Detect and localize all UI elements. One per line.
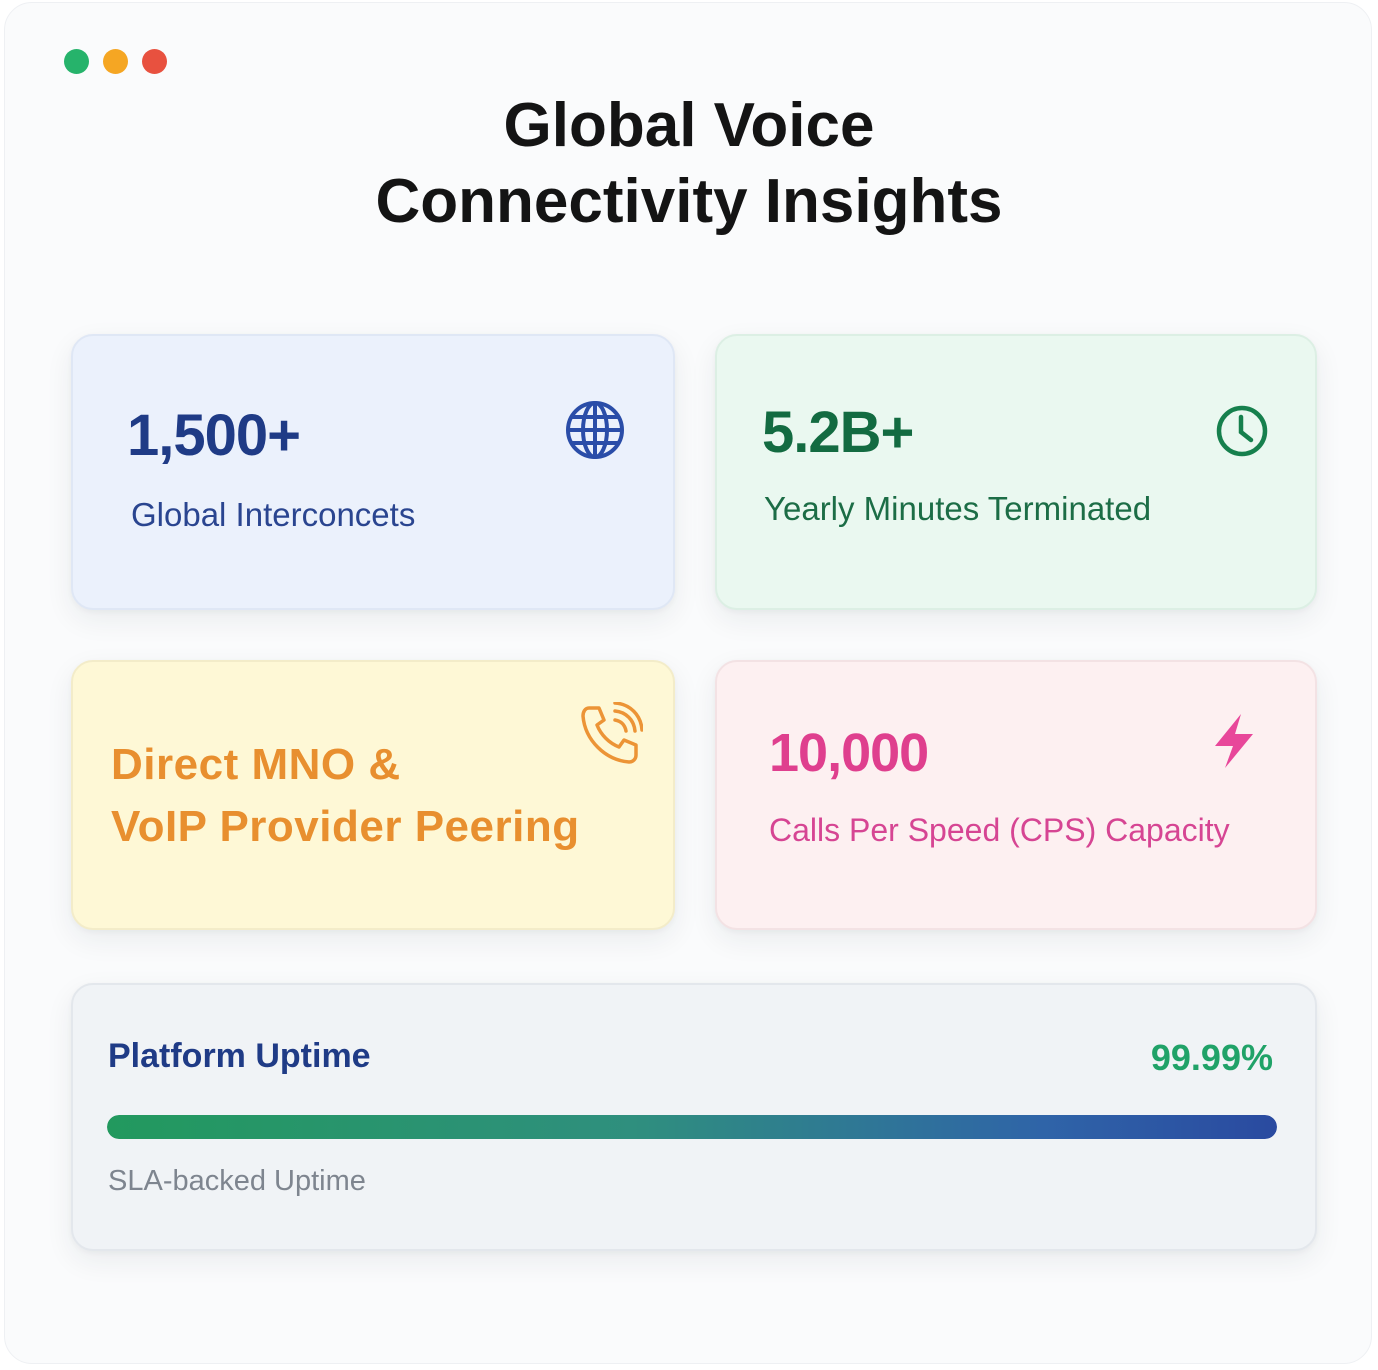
uptime-progress-fill — [107, 1115, 1277, 1139]
phone-ringing-icon — [581, 702, 643, 764]
uptime-title: Platform Uptime — [108, 1037, 371, 1075]
minutes-card: 5.2B+ Yearly Minutes Terminated — [715, 334, 1317, 610]
cps-label: Calls Per Speed (CPS) Capacity — [769, 812, 1230, 848]
page-title: Global Voice Connectivity Insights — [0, 88, 1378, 240]
interconnects-label: Global Interconcets — [131, 496, 416, 533]
clock-icon — [1216, 405, 1268, 457]
close-button[interactable] — [142, 49, 167, 74]
minimize-button[interactable] — [103, 49, 128, 74]
page-title-line2: Connectivity Insights — [375, 167, 1003, 236]
page-title-line1: Global Voice — [503, 91, 875, 160]
window-controls — [64, 49, 167, 74]
uptime-progress-bar — [107, 1115, 1277, 1139]
peering-card: Direct MNO & VoIP Provider Peering — [71, 660, 675, 930]
uptime-value: 99.99% — [1150, 1037, 1273, 1078]
peering-line2: VoIP Provider Peering — [111, 802, 580, 851]
interconnects-value: 1,500+ — [127, 403, 301, 468]
minutes-value: 5.2B+ — [762, 400, 914, 465]
cps-value: 10,000 — [769, 723, 929, 783]
cps-card: 10,000 Calls Per Speed (CPS) Capacity — [715, 660, 1317, 930]
interconnects-card: 1,500+ Global Interconcets — [71, 334, 675, 610]
peering-heading: Direct MNO & VoIP Provider Peering — [111, 734, 580, 858]
uptime-card: Platform Uptime 99.99% SLA-backed Uptime — [71, 983, 1317, 1251]
lightning-icon — [1215, 714, 1253, 768]
minutes-label: Yearly Minutes Terminated — [764, 490, 1152, 527]
globe-icon — [566, 401, 624, 459]
maximize-button[interactable] — [64, 49, 89, 74]
uptime-caption: SLA-backed Uptime — [108, 1165, 366, 1197]
peering-line1: Direct MNO & — [111, 740, 401, 789]
